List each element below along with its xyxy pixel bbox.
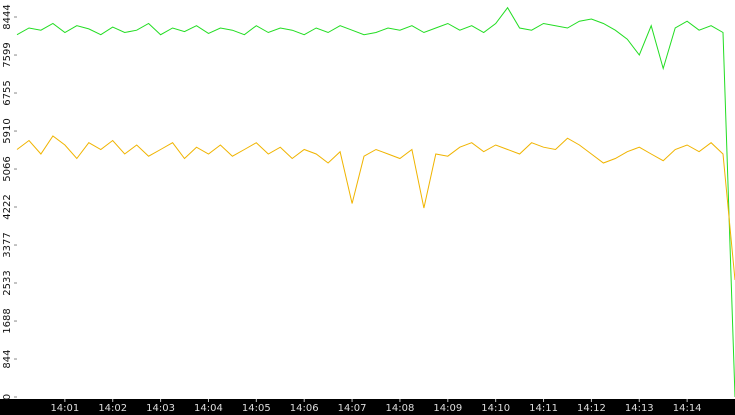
x-tick-label: 14:11 bbox=[529, 403, 558, 414]
x-tick-label: 14:03 bbox=[146, 403, 175, 414]
y-tick-label: 7599 bbox=[2, 42, 13, 67]
y-tick-label: 6755 bbox=[2, 80, 13, 105]
y-tick-label: 8444 bbox=[2, 4, 13, 29]
x-tick-label: 14:06 bbox=[290, 403, 319, 414]
x-tick-label: 14:08 bbox=[386, 403, 415, 414]
y-tick-label: 844 bbox=[2, 349, 13, 368]
y-tick-label: 4222 bbox=[2, 194, 13, 219]
x-tick-label: 14:10 bbox=[481, 403, 510, 414]
x-tick-label: 14:13 bbox=[625, 403, 654, 414]
x-tick-label: 14:07 bbox=[338, 403, 367, 414]
y-tick-label: 3377 bbox=[2, 232, 13, 257]
x-tick-label: 14:12 bbox=[577, 403, 606, 414]
y-tick-label: 1688 bbox=[2, 308, 13, 333]
x-tick-label: 14:04 bbox=[194, 403, 223, 414]
y-tick-label: 2533 bbox=[2, 270, 13, 295]
y-tick-label: 0 bbox=[2, 394, 13, 400]
x-tick-label: 14:09 bbox=[433, 403, 462, 414]
series-line bbox=[16, 6, 735, 398]
x-tick-label: 14:14 bbox=[673, 403, 702, 414]
y-tick-label: 5910 bbox=[2, 118, 13, 143]
x-tick-label: 14:05 bbox=[242, 403, 271, 414]
x-axis-band bbox=[0, 399, 735, 415]
x-tick-label: 14:02 bbox=[98, 403, 127, 414]
series-line bbox=[16, 135, 735, 281]
y-tick-label: 5066 bbox=[2, 156, 13, 181]
x-tick-label: 14:01 bbox=[50, 403, 79, 414]
